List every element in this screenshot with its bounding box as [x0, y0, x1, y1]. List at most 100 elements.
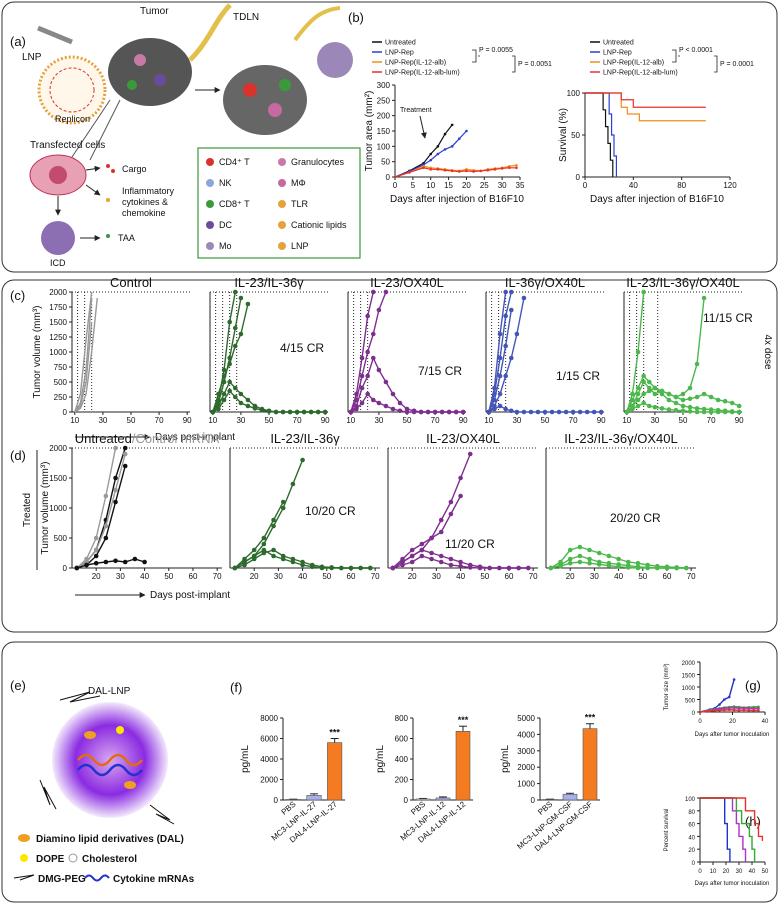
data-point [496, 565, 502, 571]
data-point [216, 391, 221, 397]
y-tick-label: 500 [54, 534, 68, 543]
series-line [585, 92, 706, 108]
x-tick-label: 20 [250, 572, 259, 581]
y-tick-label: 4000 [260, 755, 278, 764]
x-tick-label: 10 [484, 416, 493, 425]
bracket [472, 49, 516, 73]
data-point [591, 409, 597, 415]
arrow [85, 165, 101, 172]
label: Tumor [140, 6, 169, 17]
data-point [652, 385, 658, 391]
legend-label: DMG-PEG [38, 874, 86, 885]
data-point [122, 559, 128, 565]
panel-label: (a) [10, 34, 26, 49]
data-point [238, 400, 244, 406]
data-point [635, 385, 641, 391]
annotation: P = 0.0055 [479, 47, 513, 54]
data-point [448, 556, 454, 562]
significance: *** [458, 715, 469, 725]
data-point [528, 409, 534, 415]
x-tick-label: 70 [687, 572, 696, 581]
data-point [142, 559, 147, 565]
data-point [443, 168, 447, 172]
data-point [271, 523, 276, 529]
data-point [723, 708, 726, 712]
data-point [252, 406, 258, 411]
icd-cell [41, 221, 75, 255]
x-tick-label: 120 [723, 181, 737, 190]
data-point [486, 409, 492, 415]
series-line [700, 797, 747, 862]
label: cytokines & [122, 197, 168, 207]
y-tick-label: 150 [377, 127, 391, 136]
data-point [687, 396, 693, 402]
annotation: 4/15 CR [280, 341, 324, 355]
cell [279, 79, 291, 91]
legend-icon [278, 158, 286, 166]
legend-icon [206, 242, 214, 250]
data-point [271, 553, 276, 559]
data-point [309, 562, 315, 568]
data-point [694, 361, 700, 367]
data-point [752, 709, 755, 712]
peg [149, 804, 175, 825]
data-point [458, 563, 463, 569]
data-point [376, 400, 382, 406]
data-point [122, 463, 128, 469]
x-tick-label: 0 [583, 181, 588, 190]
data-point [673, 394, 679, 400]
data-point [436, 168, 440, 171]
y-axis-label: Tumor volume (mm³) [40, 462, 51, 555]
y-tick-label: 2000 [517, 763, 535, 772]
data-point [479, 169, 483, 173]
legend-label: LNP-Rep(IL-12-alb) [603, 60, 664, 67]
legend-label: LNP [291, 241, 309, 251]
data-point [503, 343, 508, 349]
legend-label: CD8⁺ T [219, 199, 250, 209]
data-point [722, 398, 728, 404]
bar [582, 728, 598, 801]
data-point [701, 295, 707, 301]
data-point [358, 565, 363, 571]
x-tick-label: 50 [679, 416, 688, 425]
cell [268, 103, 282, 117]
y-axis-label: pg/mL [500, 745, 511, 773]
data-point [132, 556, 138, 562]
data-point [422, 166, 425, 170]
data-point [708, 409, 714, 415]
y-tick-label: 250 [377, 96, 391, 105]
data-point [113, 499, 118, 505]
cytokine-dot [106, 198, 110, 202]
data-point [718, 708, 721, 712]
data-point [516, 565, 521, 571]
series-line [74, 291, 93, 413]
significance: *** [585, 713, 596, 723]
data-point [411, 409, 417, 415]
annotation: 11/20 CR [445, 537, 495, 551]
x-tick-label: 20 [92, 572, 101, 581]
data-point [465, 129, 468, 133]
data-point [227, 319, 232, 325]
bracket [672, 49, 718, 73]
data-point [370, 397, 376, 403]
series-line [700, 797, 764, 841]
data-point [308, 409, 314, 415]
data-point [500, 167, 504, 170]
chart-title: IL-23/IL-36γ [270, 431, 340, 446]
data-point [370, 331, 376, 337]
data-point [742, 706, 746, 710]
data-point [436, 145, 440, 148]
bar [562, 793, 578, 801]
legend-label: LNP-Rep(IL-12-alb) [385, 60, 446, 67]
data-point [497, 331, 503, 337]
x-axis-label: Days after injection of B16F10 [590, 194, 724, 205]
data-point [467, 565, 473, 570]
x-tick-label: 60 [505, 572, 514, 581]
data-point [664, 565, 670, 571]
data-point [503, 289, 508, 295]
data-point [645, 565, 650, 571]
nucleus [49, 166, 67, 184]
data-point [359, 385, 365, 391]
data-point [507, 166, 511, 170]
bar [285, 799, 301, 801]
